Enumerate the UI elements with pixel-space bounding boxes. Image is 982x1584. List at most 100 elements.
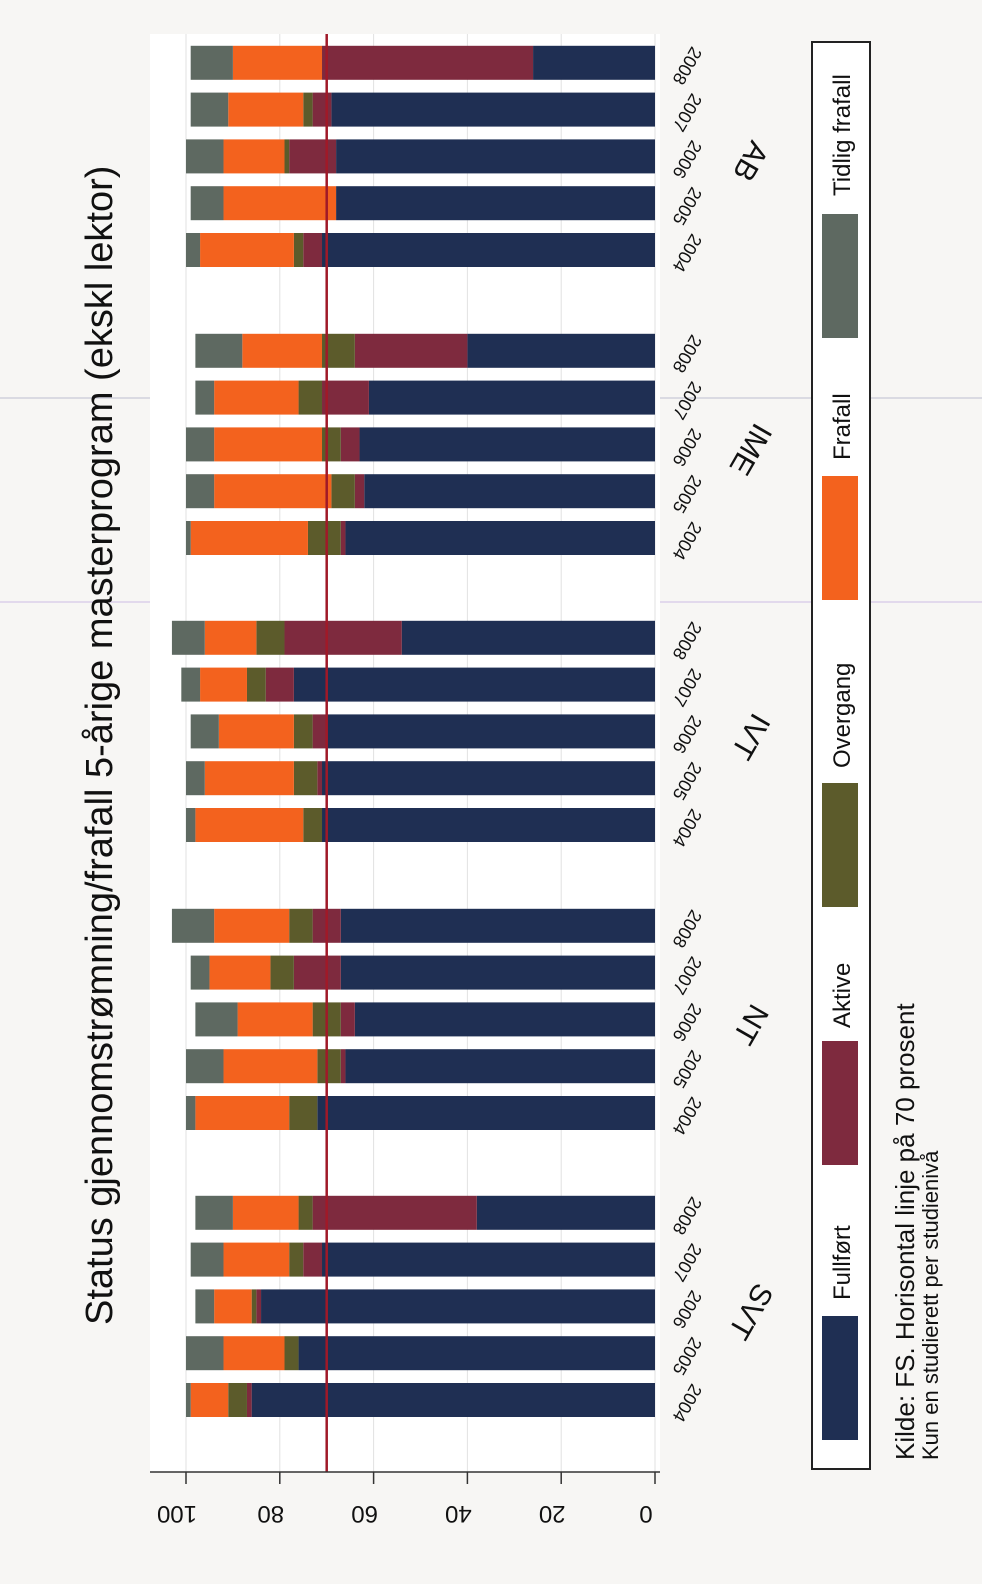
bar-segment-fullfort <box>322 808 655 842</box>
bar-segment-overgang <box>317 1049 341 1084</box>
bar-segment-tidlig-frafall <box>186 427 215 462</box>
bar-segment-fullfort <box>261 1289 655 1324</box>
bar-segment-overgang <box>331 474 355 509</box>
bar-segment-overgang <box>270 955 294 990</box>
bar-segment-overgang <box>289 1096 318 1130</box>
bar-segment-frafall <box>214 427 323 462</box>
bar-segment-overgang <box>293 761 318 796</box>
legend-label: Aktive <box>829 963 856 1028</box>
legend-swatch <box>822 783 858 907</box>
bar-segment-aktive <box>312 1195 477 1230</box>
year-label: 2007 <box>669 665 706 710</box>
year-label: 2007 <box>669 953 706 998</box>
bar-segment-aktive <box>354 474 365 509</box>
bar-segment-tidlig-frafall <box>181 667 201 702</box>
tick-label: 20 <box>539 1500 566 1527</box>
year-label: 2004 <box>669 1094 706 1139</box>
legend-label: Fullført <box>829 1225 856 1300</box>
bar-segment-aktive <box>293 955 341 990</box>
tick-label: 60 <box>351 1500 378 1527</box>
bar-segment-frafall <box>237 1002 313 1037</box>
year-label: 2007 <box>669 1240 706 1285</box>
bar-segment-frafall <box>223 1049 318 1084</box>
tick-label: 40 <box>445 1500 472 1527</box>
bar-segment-aktive <box>340 521 346 555</box>
group-label: AB <box>726 136 775 187</box>
bar-segment-overgang <box>289 1242 304 1277</box>
bar-segment-frafall <box>204 620 257 655</box>
bar-segment-overgang <box>298 1195 313 1230</box>
year-label: 2008 <box>669 1193 706 1238</box>
bar-segment-frafall <box>218 714 294 749</box>
bar-segment-overgang <box>284 1336 299 1371</box>
bar-segment-aktive <box>303 233 323 267</box>
bar-segment-aktive <box>354 333 468 368</box>
legend-swatch <box>822 214 858 338</box>
bar-segment-frafall <box>195 808 304 842</box>
bar-segment-aktive <box>284 620 402 655</box>
bar-segment-tidlig-frafall <box>186 474 215 509</box>
caption-line-1: Kilde: FS. Horisontal linje på 70 prosen… <box>890 1003 920 1460</box>
bar-segment-overgang <box>293 714 313 749</box>
bar-segment-aktive <box>265 667 294 702</box>
group-label: NT <box>726 999 775 1050</box>
group-label: IME <box>723 418 778 481</box>
legend-label: Overgang <box>829 663 856 768</box>
bar-segment-fullfort <box>317 1096 655 1130</box>
bar-segment-aktive <box>317 761 323 796</box>
bar-segment-tidlig-frafall <box>190 92 229 127</box>
bar-segment-tidlig-frafall <box>171 620 205 655</box>
bar-segment-overgang <box>298 380 323 415</box>
tick-label: 80 <box>257 1500 284 1527</box>
bar-segment-frafall <box>204 761 294 796</box>
bar-segment-frafall <box>195 1096 290 1130</box>
bar-segment-fullfort <box>336 139 655 174</box>
bar-segment-frafall <box>214 380 299 415</box>
year-label: 2007 <box>669 378 706 423</box>
bar-segment-frafall <box>223 1242 290 1277</box>
bar-segment-fullfort <box>293 667 655 702</box>
bar-segment-aktive <box>340 1049 346 1084</box>
bar-segment-frafall <box>223 139 285 174</box>
bar-segment-overgang <box>322 427 341 462</box>
bar-segment-fullfort <box>331 92 655 127</box>
bar-segment-fullfort <box>345 521 655 555</box>
bar-segment-frafall <box>209 955 271 990</box>
bar-segment-aktive <box>322 380 369 415</box>
bar-segment-aktive <box>322 45 534 80</box>
legend-label: Frafall <box>829 393 856 460</box>
bar-segment-aktive <box>303 1242 323 1277</box>
legend-swatch <box>822 1316 858 1440</box>
bar-segment-fullfort <box>326 714 655 749</box>
bar-segment-overgang <box>256 620 285 655</box>
year-label: 2008 <box>669 618 706 663</box>
bar-segment-overgang <box>228 1383 247 1417</box>
bar-segment-fullfort <box>359 427 655 462</box>
group-label: IVT <box>724 708 776 765</box>
bar-segment-frafall <box>200 233 294 267</box>
year-label: 2008 <box>669 906 706 951</box>
bar-segment-aktive <box>340 427 360 462</box>
tick-label: 100 <box>157 1500 197 1527</box>
year-label: 2005 <box>669 184 706 229</box>
bar-segment-fullfort <box>533 45 655 80</box>
bar-segment-overgang <box>303 92 313 127</box>
bar-segment-tidlig-frafall <box>190 1242 224 1277</box>
bar-segment-tidlig-frafall <box>186 1049 224 1084</box>
bar-segment-fullfort <box>340 955 655 990</box>
bar-segment-frafall <box>214 908 290 943</box>
bar-segment-tidlig-frafall <box>190 955 210 990</box>
bar-segment-fullfort <box>345 1049 655 1084</box>
year-label: 2004 <box>669 231 706 276</box>
year-label: 2004 <box>669 806 706 851</box>
year-label: 2004 <box>669 519 706 564</box>
bar-segment-fullfort <box>368 380 655 415</box>
bar-segment-fullfort <box>401 620 655 655</box>
bar-segment-fullfort <box>251 1383 655 1417</box>
bar-segment-frafall <box>200 667 247 702</box>
bar-segment-tidlig-frafall <box>190 45 233 80</box>
bar-segment-tidlig-frafall <box>186 761 205 796</box>
chart-title: Status gjennomstrømning/frafall 5-årige … <box>79 166 121 1325</box>
bar-segment-aktive <box>340 1002 355 1037</box>
